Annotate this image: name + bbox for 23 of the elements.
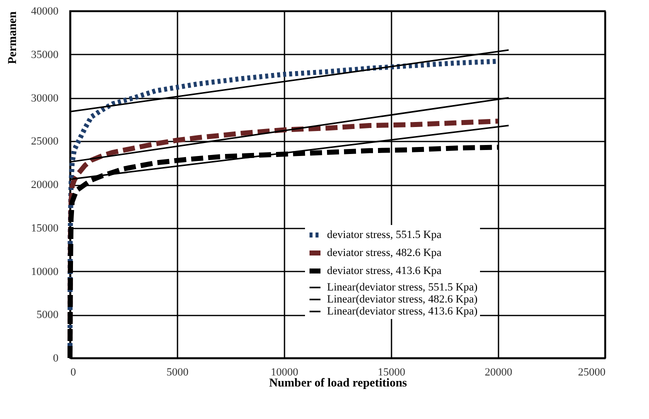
y-tick-label: 30000 [31, 92, 59, 104]
x-tick-label: 25000 [578, 366, 606, 378]
x-axis-title: Number of load repetitions [269, 376, 408, 390]
x-tick-label: 20000 [484, 366, 513, 378]
y-tick-label: 5000 [36, 309, 59, 322]
legend-label: deviator stress, 413.6 Kpa [327, 265, 442, 277]
legend-label: deviator stress, 551.5 Kpa [327, 229, 442, 241]
x-tick-label: 5000 [166, 366, 189, 378]
legend-label: Linear(deviator stress, 482.6 Kpa) [327, 294, 478, 306]
x-tick-label: 10000 [270, 366, 299, 378]
y-tick-label: 35000 [31, 48, 59, 61]
y-tick-label: 15000 [31, 222, 59, 234]
x-tick-label: 0 [70, 366, 76, 378]
y-axis-title: Permanen [5, 11, 19, 64]
y-tick-label: 25000 [31, 136, 59, 148]
y-tick-label: 10000 [31, 266, 59, 278]
legend-label: deviator stress, 482.6 Kpa [327, 247, 442, 259]
legend-label: Linear(deviator stress, 413.6 Kpa) [327, 306, 478, 318]
y-tick-label: 0 [53, 352, 59, 364]
legend-label: Linear(deviator stress, 551.5 Kpa) [327, 282, 478, 294]
y-tick-label: 40000 [31, 6, 59, 18]
y-tick-label: 20000 [31, 179, 59, 191]
x-tick-label: 15000 [378, 366, 406, 378]
